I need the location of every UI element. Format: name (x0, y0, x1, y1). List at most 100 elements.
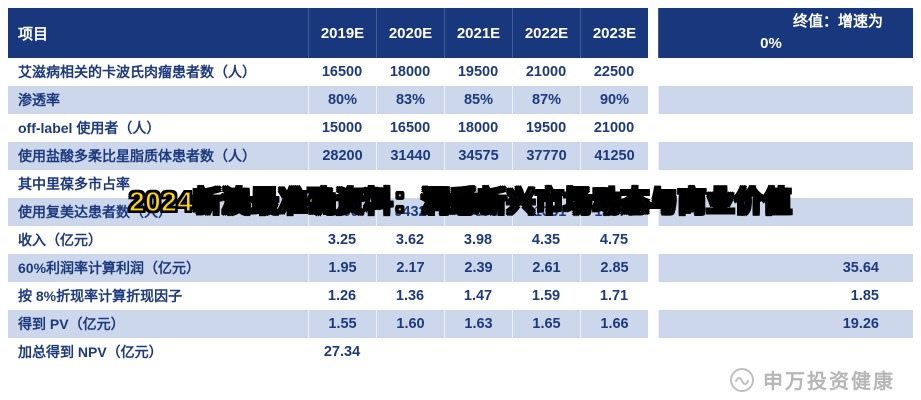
cell-value: 1.47 (444, 282, 512, 310)
cell-value: 10373 (444, 198, 512, 226)
column-gap (648, 8, 658, 58)
cell-value: 1.60 (376, 310, 444, 338)
cell-value (376, 170, 444, 198)
cell-value: 1.65 (512, 310, 580, 338)
column-gap (648, 198, 658, 226)
cell-value (512, 170, 580, 198)
header-year-2019e: 2019E (308, 8, 376, 58)
table-row: 使用复美达患者数（人） 6460 9432 10373 11331 12375 (8, 198, 913, 226)
valuation-table: 项目 2019E 2020E 2021E 2022E 2023E 终值：增速为 … (8, 8, 913, 366)
cell-value: 21000 (580, 114, 648, 142)
row-label: 使用复美达患者数（人） (8, 198, 308, 226)
cell-value: 1.59 (512, 282, 580, 310)
cell-value: 2.17 (376, 254, 444, 282)
cell-value (376, 338, 444, 366)
column-gap (648, 282, 658, 310)
cell-value: 28200 (308, 142, 376, 170)
cell-value: 85% (444, 86, 512, 114)
cell-value: 1.66 (580, 310, 648, 338)
header-project: 项目 (8, 8, 308, 58)
table-row: 艾滋病相关的卡波氏肉瘤患者数（人） 16500 18000 19500 21000 225… (8, 58, 913, 86)
cell-value: 12375 (580, 198, 648, 226)
cell-value: 1.71 (580, 282, 648, 310)
cell-value: 3.98 (444, 226, 512, 254)
watermark-text: 申万投资健康 (763, 371, 895, 393)
terminal-header-line1: 终值：增速为 (792, 13, 883, 31)
cell-value: 1.36 (376, 282, 444, 310)
row-label: 其中里葆多市占率 (8, 170, 308, 198)
terminal-value (658, 198, 913, 226)
cell-value: 21000 (512, 58, 580, 86)
column-gap (648, 254, 658, 282)
cell-value: 18000 (444, 114, 512, 142)
cell-value (512, 338, 580, 366)
terminal-header-line2: 0% (760, 35, 782, 52)
cell-value: 16500 (308, 58, 376, 86)
cell-value: 19500 (444, 58, 512, 86)
cell-value: 1.55 (308, 310, 376, 338)
cell-value: 15000 (308, 114, 376, 142)
header-year-2022e: 2022E (512, 8, 580, 58)
table-row: off-label 使用者（人） 15000 16500 18000 19500 2100… (8, 114, 913, 142)
cell-value: 9432 (376, 198, 444, 226)
table-row: 渗透率 80% 83% 85% 87% 90% (8, 86, 913, 114)
table-row: 60%利润率计算利润（亿元） 1.95 2.17 2.39 2.61 2.85 35.64 (8, 254, 913, 282)
cell-value: 87% (512, 86, 580, 114)
cell-value (444, 170, 512, 198)
header-terminal: 终值：增速为 0% (658, 8, 913, 58)
terminal-value (658, 58, 913, 86)
watermark: 申万投资健康 (729, 365, 895, 394)
header-year-2023e: 2023E (580, 8, 648, 58)
terminal-value (658, 114, 913, 142)
header-year-2020e: 2020E (376, 8, 444, 58)
column-gap (648, 142, 658, 170)
cell-value: 4.75 (580, 226, 648, 254)
terminal-value (658, 338, 913, 366)
cell-value: 83% (376, 86, 444, 114)
terminal-value (658, 86, 913, 114)
cell-value: 16500 (376, 114, 444, 142)
row-label: 加总得到 NPV（亿元） (8, 338, 308, 366)
table-row: 收入（亿元） 3.25 3.62 3.98 4.35 4.75 (8, 226, 913, 254)
terminal-value: 1.85 (658, 282, 913, 310)
terminal-value (658, 226, 913, 254)
column-gap (648, 310, 658, 338)
cell-value (580, 338, 648, 366)
column-gap (648, 86, 658, 114)
cell-value: 41250 (580, 142, 648, 170)
cell-value: 80% (308, 86, 376, 114)
cell-value: 4.35 (512, 226, 580, 254)
table-header-row: 项目 2019E 2020E 2021E 2022E 2023E 终值：增速为 … (8, 8, 913, 58)
cell-value: 3.62 (376, 226, 444, 254)
terminal-value: 35.64 (658, 254, 913, 282)
row-label: 使用盐酸多柔比星脂质体患者数（人） (8, 142, 308, 170)
cell-value (308, 170, 376, 198)
cell-value: 37770 (512, 142, 580, 170)
table-body: 艾滋病相关的卡波氏肉瘤患者数（人） 16500 18000 19500 21000 225… (8, 58, 913, 366)
table-row: 加总得到 NPV（亿元） 27.34 (8, 338, 913, 366)
cell-value: 6460 (308, 198, 376, 226)
cell-value: 2.85 (580, 254, 648, 282)
row-label: 收入（亿元） (8, 226, 308, 254)
watermark-logo-icon (730, 367, 754, 392)
row-label: 按 8%折现率计算折现因子 (8, 282, 308, 310)
overlay-banner: 2024新澳最准确资料：洞悉新兴市场动态与商业价值 (128, 185, 792, 217)
cell-value: 1.26 (308, 282, 376, 310)
table-row: 得到 PV（亿元） 1.55 1.60 1.63 1.65 1.66 19.26 (8, 310, 913, 338)
header-year-2021e: 2021E (444, 8, 512, 58)
row-label: 艾滋病相关的卡波氏肉瘤患者数（人） (8, 58, 308, 86)
cell-value: 1.63 (444, 310, 512, 338)
cell-value: 27.34 (308, 338, 376, 366)
table-row: 按 8%折现率计算折现因子 1.26 1.36 1.47 1.59 1.71 1.85 (8, 282, 913, 310)
cell-value: 2.39 (444, 254, 512, 282)
cell-value: 22500 (580, 58, 648, 86)
column-gap (648, 58, 658, 86)
column-gap (648, 338, 658, 366)
cell-value: 3.25 (308, 226, 376, 254)
table-row: 使用盐酸多柔比星脂质体患者数（人） 28200 31440 34575 37770 412… (8, 142, 913, 170)
row-label: 渗透率 (8, 86, 308, 114)
cell-value (444, 338, 512, 366)
table-row: 其中里葆多市占率 (8, 170, 913, 198)
terminal-value (658, 142, 913, 170)
cell-value: 31440 (376, 142, 444, 170)
